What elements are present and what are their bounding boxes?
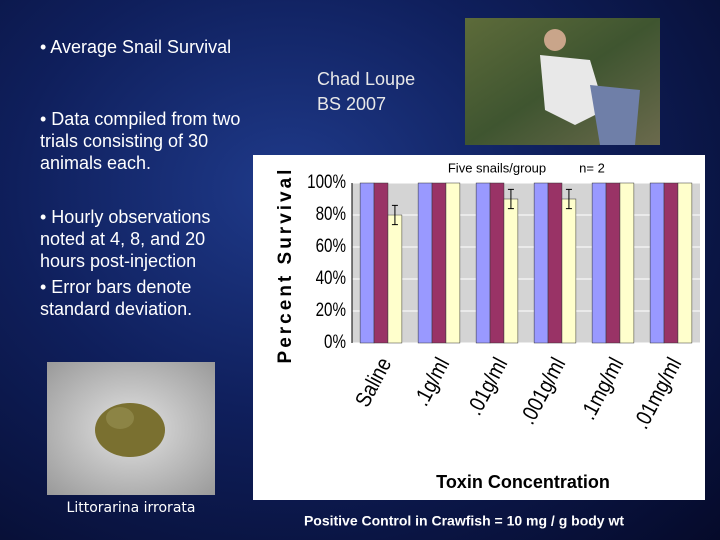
bar xyxy=(649,182,665,344)
bar xyxy=(445,182,461,344)
y-axis-label: Percent Survival xyxy=(275,167,296,364)
annotation: n= 2 xyxy=(579,160,605,175)
photo-caption: Littorarina irrorata xyxy=(67,500,196,516)
bullet: • Error bars denote standard deviation. xyxy=(40,277,193,319)
y-tick-label: 60% xyxy=(316,234,346,256)
bar xyxy=(489,182,505,344)
bar xyxy=(359,182,375,344)
photo-detail xyxy=(590,85,640,145)
y-tick-label: 20% xyxy=(316,298,346,320)
bar xyxy=(503,198,519,344)
bar xyxy=(677,182,693,344)
y-tick-label: 0% xyxy=(324,330,346,352)
annotation: Five snails/group xyxy=(448,160,546,175)
bar xyxy=(591,182,607,344)
bar xyxy=(373,182,389,344)
x-axis-label: Toxin Concentration xyxy=(436,472,610,492)
bullet: • Hourly observations noted at 4, 8, and… xyxy=(40,207,211,271)
bar xyxy=(475,182,491,344)
plot-area xyxy=(352,183,700,343)
bar xyxy=(417,182,433,344)
footer: Positive Control in Crawfish = 10 mg / g… xyxy=(304,513,624,529)
bullet: • Data compiled from two trials consisti… xyxy=(40,109,241,173)
photo-detail xyxy=(106,407,134,429)
person-degree: BS 2007 xyxy=(317,94,387,114)
person-name: Chad Loupe xyxy=(317,69,416,89)
error-bar xyxy=(565,188,572,210)
bar xyxy=(533,182,549,344)
bar xyxy=(605,182,621,344)
bar xyxy=(547,182,563,344)
y-tick-label: 100% xyxy=(307,170,346,192)
y-tick-label: 80% xyxy=(316,202,346,224)
bar xyxy=(619,182,635,344)
bar xyxy=(431,182,447,344)
bar xyxy=(663,182,679,344)
y-tick-label: 40% xyxy=(316,266,346,288)
bar xyxy=(561,198,577,344)
bar xyxy=(387,214,403,344)
photo-detail xyxy=(540,55,605,125)
error-bar xyxy=(391,204,398,226)
bullet: • Average Snail Survival xyxy=(40,37,232,57)
photo-detail xyxy=(544,29,566,51)
error-bar xyxy=(507,188,514,210)
